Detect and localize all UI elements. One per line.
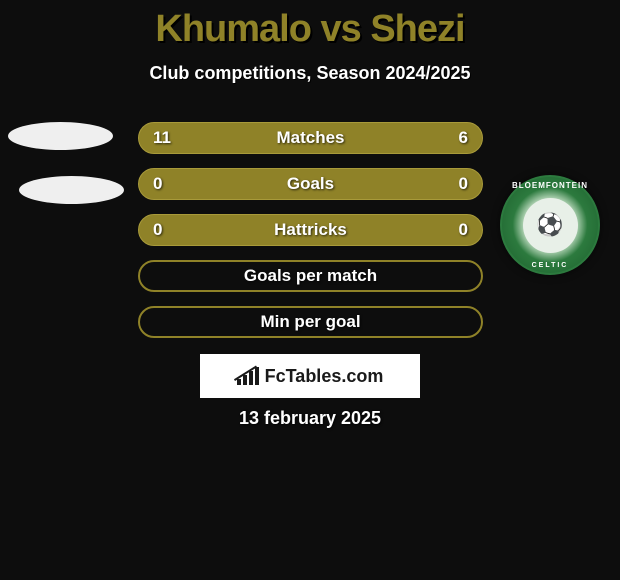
- player1-club-placeholder: [19, 176, 124, 204]
- stat-left-value: 0: [153, 174, 162, 194]
- stat-label: Goals: [287, 174, 334, 194]
- club-name-bottom: CELTIC: [502, 262, 598, 269]
- player1-badge-placeholder: [8, 122, 113, 150]
- stat-bar-matches: 11 Matches 6: [138, 122, 483, 154]
- logo-chart-icon: [237, 367, 259, 385]
- snapshot-date: 13 february 2025: [0, 408, 620, 429]
- stat-left-value: 0: [153, 220, 162, 240]
- logo-text: FcTables.com: [265, 366, 384, 387]
- player2-club-badge: BLOEMFONTEIN ⚽ CELTIC: [500, 175, 600, 275]
- stat-bar-goals-per-match: Goals per match: [138, 260, 483, 292]
- stat-bars: 11 Matches 6 0 Goals 0 0 Hattricks 0 Goals per ma…: [138, 122, 483, 352]
- stat-left-value: 11: [153, 128, 171, 148]
- stat-right-value: 0: [459, 220, 468, 240]
- stat-right-value: 0: [459, 174, 468, 194]
- stat-right-value: 6: [459, 128, 468, 148]
- stat-bar-hattricks: 0 Hattricks 0: [138, 214, 483, 246]
- club-inner-icon: ⚽: [523, 198, 578, 253]
- club-name-top: BLOEMFONTEIN: [502, 181, 598, 190]
- subtitle: Club competitions, Season 2024/2025: [0, 63, 620, 84]
- page-title: Khumalo vs Shezi: [0, 0, 620, 51]
- stat-label: Goals per match: [244, 266, 377, 286]
- stat-bar-min-per-goal: Min per goal: [138, 306, 483, 338]
- fctables-logo[interactable]: FcTables.com: [200, 354, 420, 398]
- stat-label: Min per goal: [260, 312, 360, 332]
- stat-label: Hattricks: [274, 220, 347, 240]
- stat-bar-goals: 0 Goals 0: [138, 168, 483, 200]
- stat-label: Matches: [276, 128, 344, 148]
